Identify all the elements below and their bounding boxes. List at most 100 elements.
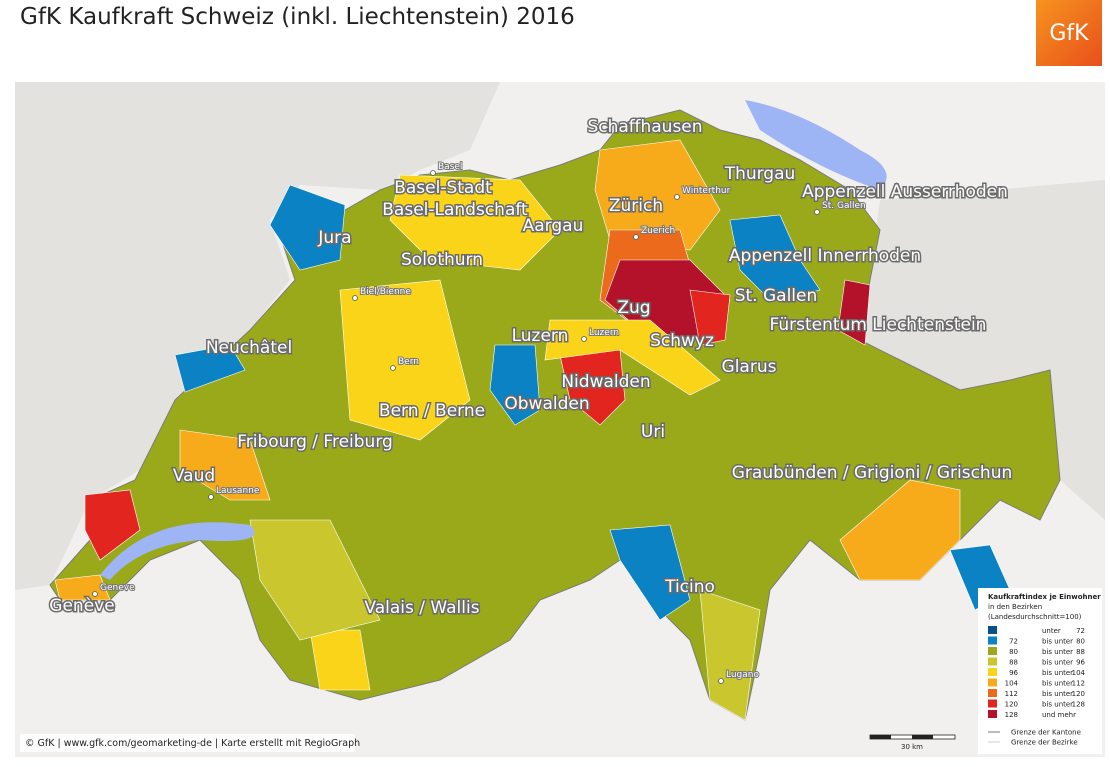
scale-bar-segment [912, 735, 933, 739]
district [689, 289, 731, 346]
city-dot [430, 170, 436, 176]
legend-swatch [988, 678, 997, 687]
footer: © GfK | www.gfk.com/geomarketing-de | Ka… [25, 738, 360, 749]
district [84, 489, 141, 561]
canton-label: Graubünden / Grigioni / Grischun [732, 463, 1013, 483]
legend-to: 72 [1076, 627, 1085, 635]
canton-label: Jura [317, 228, 351, 248]
legend-label: bis unter [1042, 638, 1073, 646]
legend-to: 88 [1076, 648, 1085, 656]
canton-label: Obwalden [504, 394, 589, 414]
legend-label: unter [1042, 627, 1061, 635]
district [609, 524, 691, 621]
city-label: St. Gallen [822, 201, 866, 211]
city-dot [352, 295, 358, 301]
canton-label: Fribourg / Freiburg [237, 432, 393, 452]
legend-label: bis unter [1042, 701, 1073, 709]
legend-subtitle: in den Bezirken [988, 603, 1042, 611]
canton-label: Vaud [173, 466, 215, 486]
legend-swatch [988, 710, 997, 718]
canton-label: Valais / Wallis [364, 598, 479, 618]
city-dot [633, 234, 639, 240]
district [269, 184, 346, 271]
legend-to: 120 [1072, 690, 1085, 698]
legend-boundary: Grenze der Kantone [1011, 729, 1081, 737]
city-dot [718, 678, 724, 684]
canton-label: Solothurn [401, 250, 483, 270]
canton-label: Schaffhausen [587, 117, 702, 137]
legend-from: 96 [1009, 669, 1018, 677]
canton-label: Zürich [609, 196, 663, 216]
city-dot [208, 494, 214, 500]
canton-label: Thurgau [724, 164, 796, 184]
legend-note: (Landesdurchschnitt=100) [988, 613, 1082, 621]
city-dot [581, 336, 587, 342]
city-label: Winterthur [682, 186, 731, 196]
scale-bar: 30 km [869, 734, 956, 751]
canton-label: Aargau [523, 216, 584, 236]
canton-label: Appenzell Innerrhoden [729, 246, 921, 266]
legend-title: Kaufkraftindex je Einwohner [988, 593, 1101, 601]
neighbour [15, 82, 500, 590]
canton-label: Schwyz [650, 331, 714, 351]
legend: Kaufkraftindex je Einwohner in den Bezir… [978, 588, 1102, 754]
title: GfK Kaufkraft Schweiz (inkl. Liechtenste… [20, 4, 575, 30]
legend-label: bis unter [1042, 648, 1073, 656]
legend-to: 96 [1076, 659, 1085, 667]
canton-label: Basel-Stadt [394, 178, 492, 198]
legend-label: bis unter [1042, 680, 1073, 688]
legend-boundary: Grenze der Bezirke [1011, 739, 1078, 747]
district [309, 629, 371, 691]
legend-box [978, 588, 1102, 754]
city-dot [814, 209, 820, 215]
city-label: Lugano [726, 670, 759, 680]
legend-label: bis unter [1042, 659, 1073, 667]
city-label: Biel/Bienne [360, 287, 411, 297]
city-label: Geneve [100, 583, 135, 593]
legend-swatch [988, 657, 997, 666]
legend-from: 128 [1005, 711, 1018, 719]
legend-from: 112 [1005, 690, 1018, 698]
canton-label: Uri [641, 422, 665, 442]
districts [54, 139, 1011, 721]
city-label: Luzern [589, 328, 619, 338]
district [837, 279, 871, 346]
legend-from: 80 [1009, 648, 1018, 656]
district [489, 344, 541, 426]
canton-label: Basel-Landschaft [382, 200, 528, 220]
logo: GfK [1036, 0, 1102, 66]
district [839, 479, 961, 581]
district [249, 519, 381, 641]
legend-from: 72 [1009, 638, 1018, 646]
legend-swatch [988, 699, 997, 708]
canton-label: Appenzell Ausserrhoden [802, 182, 1008, 202]
legend-from: 104 [1005, 680, 1019, 688]
legend-to: 104 [1072, 669, 1086, 677]
neighbour [860, 180, 1105, 520]
lake [100, 522, 255, 580]
legend-label: und mehr [1042, 711, 1076, 719]
district [179, 429, 271, 501]
city-label: Basel [438, 162, 462, 172]
canton-label: Fürstentum Liechtenstein [770, 315, 987, 335]
canton-label: Neuchâtel [206, 338, 292, 358]
city-dot [674, 194, 680, 200]
city-label: Bern [398, 357, 419, 367]
legend-swatch [988, 647, 997, 655]
legend-to: 128 [1072, 701, 1085, 709]
legend-swatch [988, 689, 997, 697]
scale-bar-segment [870, 735, 891, 739]
scale-label: 30 km [901, 743, 923, 751]
labels: Schaffhausen Thurgau Appenzell Ausserrhode… [48, 116, 1014, 684]
city-dot [390, 365, 396, 371]
city-label: Lausanne [216, 486, 260, 496]
legend-swatch [988, 636, 997, 645]
district [544, 319, 721, 396]
district [729, 214, 821, 301]
canton-label: Bern / Berne [379, 401, 485, 421]
legend-swatch [988, 626, 997, 634]
canton-label: Zug [617, 298, 650, 318]
district [174, 344, 246, 393]
